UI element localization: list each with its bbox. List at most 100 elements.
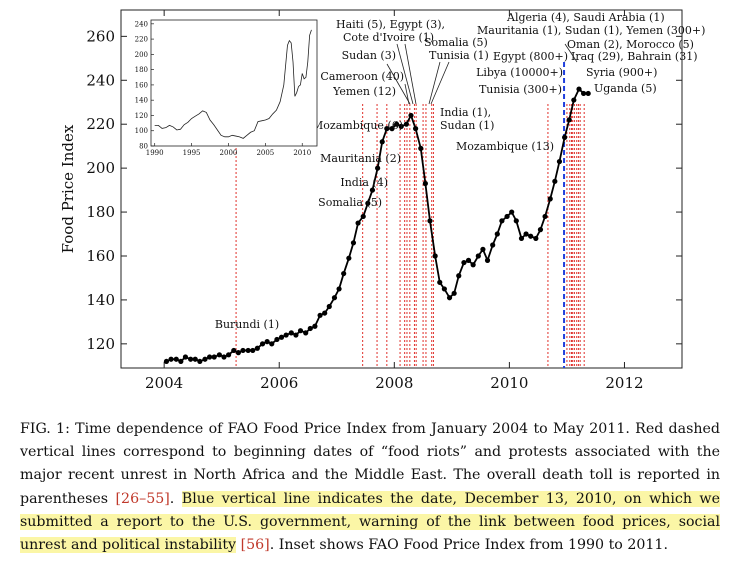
event-label: Oman (2), Morocco (5) [567,38,694,51]
data-point [384,126,390,132]
event-label: Sudan (3) [342,49,396,62]
x-tick-label: 2004 [145,374,183,392]
x-tick-label: 2012 [605,374,643,392]
y-tick-label: 220 [86,115,115,133]
data-point [528,233,534,239]
caption-fig-label: FIG. 1: [20,421,70,437]
data-point [418,145,424,151]
data-point [427,218,433,224]
data-point [278,334,285,340]
data-point [197,358,203,365]
data-point [188,356,194,362]
data-point [394,121,400,127]
data-point [581,90,587,97]
event-label: Somalia (5) [318,196,382,209]
inset-y-tick-label: 140 [135,97,148,105]
data-point [326,303,332,310]
y-tick-label: 260 [86,27,115,45]
inset-x-tick-label: 2005 [256,149,274,157]
data-point [437,279,443,285]
data-point [360,213,366,220]
data-point [178,358,184,365]
y-tick-label: 120 [86,335,115,353]
data-point [398,123,404,130]
data-point [288,330,294,336]
leader-line [386,63,411,105]
data-point [412,126,419,132]
inset-line [154,29,312,139]
data-point [504,213,510,220]
data-point [375,165,381,171]
y-axis: 120 140 160 180 200 220 240 260 [86,27,682,353]
data-point [355,220,361,226]
leader-line [404,43,417,105]
data-point [192,356,198,362]
data-point [168,356,174,362]
data-point [499,218,505,224]
event-label: Uganda (5) [594,82,657,95]
price-series [163,86,591,365]
data-point [293,332,299,338]
event-label: Mauritania (1), Sudan (1), Yemen (300+) [477,24,705,37]
data-point [494,231,500,237]
inset-frame [150,19,318,147]
data-point [254,345,260,351]
data-point [441,286,447,292]
event-label: Burundi (1) [215,318,279,331]
data-point [245,347,251,354]
event-label: Tunisia (300+) [479,83,562,96]
data-point [389,126,395,132]
data-point [403,121,409,127]
event-label: Iraq (29), Bahrain (31) [571,50,698,63]
leader-line [564,43,578,63]
inset-y-tick-label: 80 [139,143,148,151]
x-tick-label: 2008 [375,374,413,392]
event-label: Cameroon (40) [320,70,404,83]
x-axis: 2004 2006 2008 2010 2012 [145,10,644,392]
data-point [566,117,572,123]
data-point [163,358,170,365]
data-point [216,352,222,358]
data-point [264,339,270,345]
inset-y-tick-label: 240 [135,20,148,28]
data-point [446,295,453,301]
data-point [456,273,462,279]
data-point [350,240,357,246]
data-point [490,242,496,248]
data-point [336,286,342,292]
data-point [369,187,376,193]
caption-text-2: . [169,490,182,507]
inset-y-tick-label: 220 [135,36,148,44]
event-labels: Burundi (1) Somalia (5) India (4) Maurit… [215,11,706,331]
event-label: India (1), [440,106,491,119]
y-axis-label: Food Price Index [59,124,77,253]
data-point [475,253,481,259]
data-point [283,332,289,338]
data-point [571,97,577,103]
data-point [432,253,438,259]
caption-citation-2[interactable]: [56] [240,537,270,554]
data-point [317,312,323,318]
inset-x-tick-label: 1990 [146,149,164,157]
data-point [365,200,371,206]
caption-citation-1[interactable]: [26–55] [115,490,170,507]
data-point [484,257,491,263]
data-point [470,262,476,268]
plot-frame [120,9,683,369]
x-tick-label: 2006 [260,374,298,392]
data-point [576,86,582,92]
data-point [542,213,548,220]
data-point [552,178,558,184]
data-point [518,235,525,242]
data-point [207,354,213,360]
data-point [331,295,338,301]
data-point [202,356,208,362]
inset-x-tick-label: 1995 [183,149,201,157]
event-label: Mauritania (2) [320,152,401,165]
leader-line [428,61,441,105]
data-point [240,347,246,354]
inset-axes: 80 100 120 140 160 180 200 220 240 1990 1995 2000 20… [135,20,312,157]
leader-line [404,83,410,105]
x-tick-label: 2010 [490,374,528,392]
data-point [451,290,457,296]
